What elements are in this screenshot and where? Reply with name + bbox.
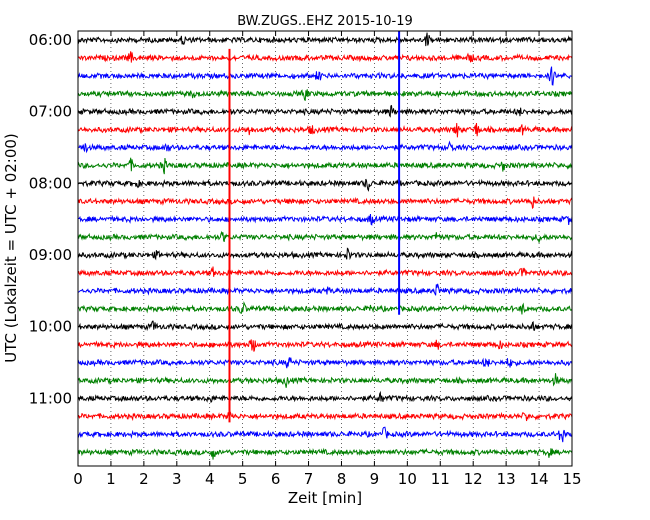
seismic-trace (77, 122, 573, 138)
seismic-trace (77, 320, 573, 332)
seismic-trace (77, 357, 573, 369)
y-tick-label: 06:00 (29, 31, 72, 49)
seismic-trace (77, 89, 573, 101)
y-axis-label: UTC (Lokalzeit = UTC + 02:00) (2, 133, 20, 363)
seismic-trace (77, 339, 573, 352)
x-axis-label: Zeit [min] (288, 489, 362, 507)
seismic-trace (77, 266, 573, 278)
seismic-trace (77, 426, 573, 443)
seismic-trace (77, 32, 573, 47)
event-lines (228, 31, 401, 423)
x-tick-label: 14 (530, 470, 549, 488)
y-axis: 06:00 07:00 08:00 09:00 10:00 11:00 (29, 31, 572, 407)
y-tick-label: 08:00 (29, 174, 72, 192)
seismic-trace (77, 230, 573, 243)
x-tick-label: 12 (464, 470, 483, 488)
x-tick-label: 7 (304, 470, 314, 488)
seismic-trace (77, 178, 573, 192)
x-tick-label: 15 (562, 470, 581, 488)
seismic-trace (77, 157, 573, 175)
x-tick-label: 9 (370, 470, 380, 488)
x-tick-label: 1 (106, 470, 116, 488)
x-tick-label: 10 (398, 470, 417, 488)
x-tick-label: 0 (73, 470, 83, 488)
seismic-trace (77, 447, 573, 460)
chart-title: BW.ZUGS..EHZ 2015-10-19 (237, 14, 413, 29)
seismic-trace (78, 140, 573, 154)
seismic-trace (77, 373, 573, 388)
x-tick-label: 3 (172, 470, 182, 488)
seismic-trace (77, 390, 573, 404)
x-tick-label: 11 (431, 470, 450, 488)
grid (110, 31, 540, 466)
seismic-trace (77, 409, 573, 422)
y-tick-label: 07:00 (29, 103, 72, 121)
seismic-trace (77, 247, 573, 261)
seismic-trace (77, 301, 573, 315)
x-tick-label: 2 (139, 470, 149, 488)
y-tick-label: 10:00 (29, 318, 72, 336)
x-axis: 0 1 2 3 4 5 6 7 8 9 10 11 12 13 14 15 (73, 31, 582, 488)
plot-frame (77, 30, 573, 467)
x-tick-label: 4 (205, 470, 215, 488)
x-tick-label: 13 (497, 470, 516, 488)
y-tick-label: 11:00 (29, 389, 72, 407)
seismic-trace (77, 104, 573, 118)
seismic-trace (77, 196, 573, 210)
traces (77, 32, 573, 460)
y-tick-label: 09:00 (29, 246, 72, 264)
seismic-trace (77, 213, 573, 226)
seismic-trace (77, 283, 573, 296)
x-tick-label: 5 (238, 470, 248, 488)
x-tick-label: 6 (271, 470, 281, 488)
seismic-trace (77, 51, 573, 63)
seismic-trace (77, 66, 573, 86)
x-tick-label: 8 (337, 470, 347, 488)
